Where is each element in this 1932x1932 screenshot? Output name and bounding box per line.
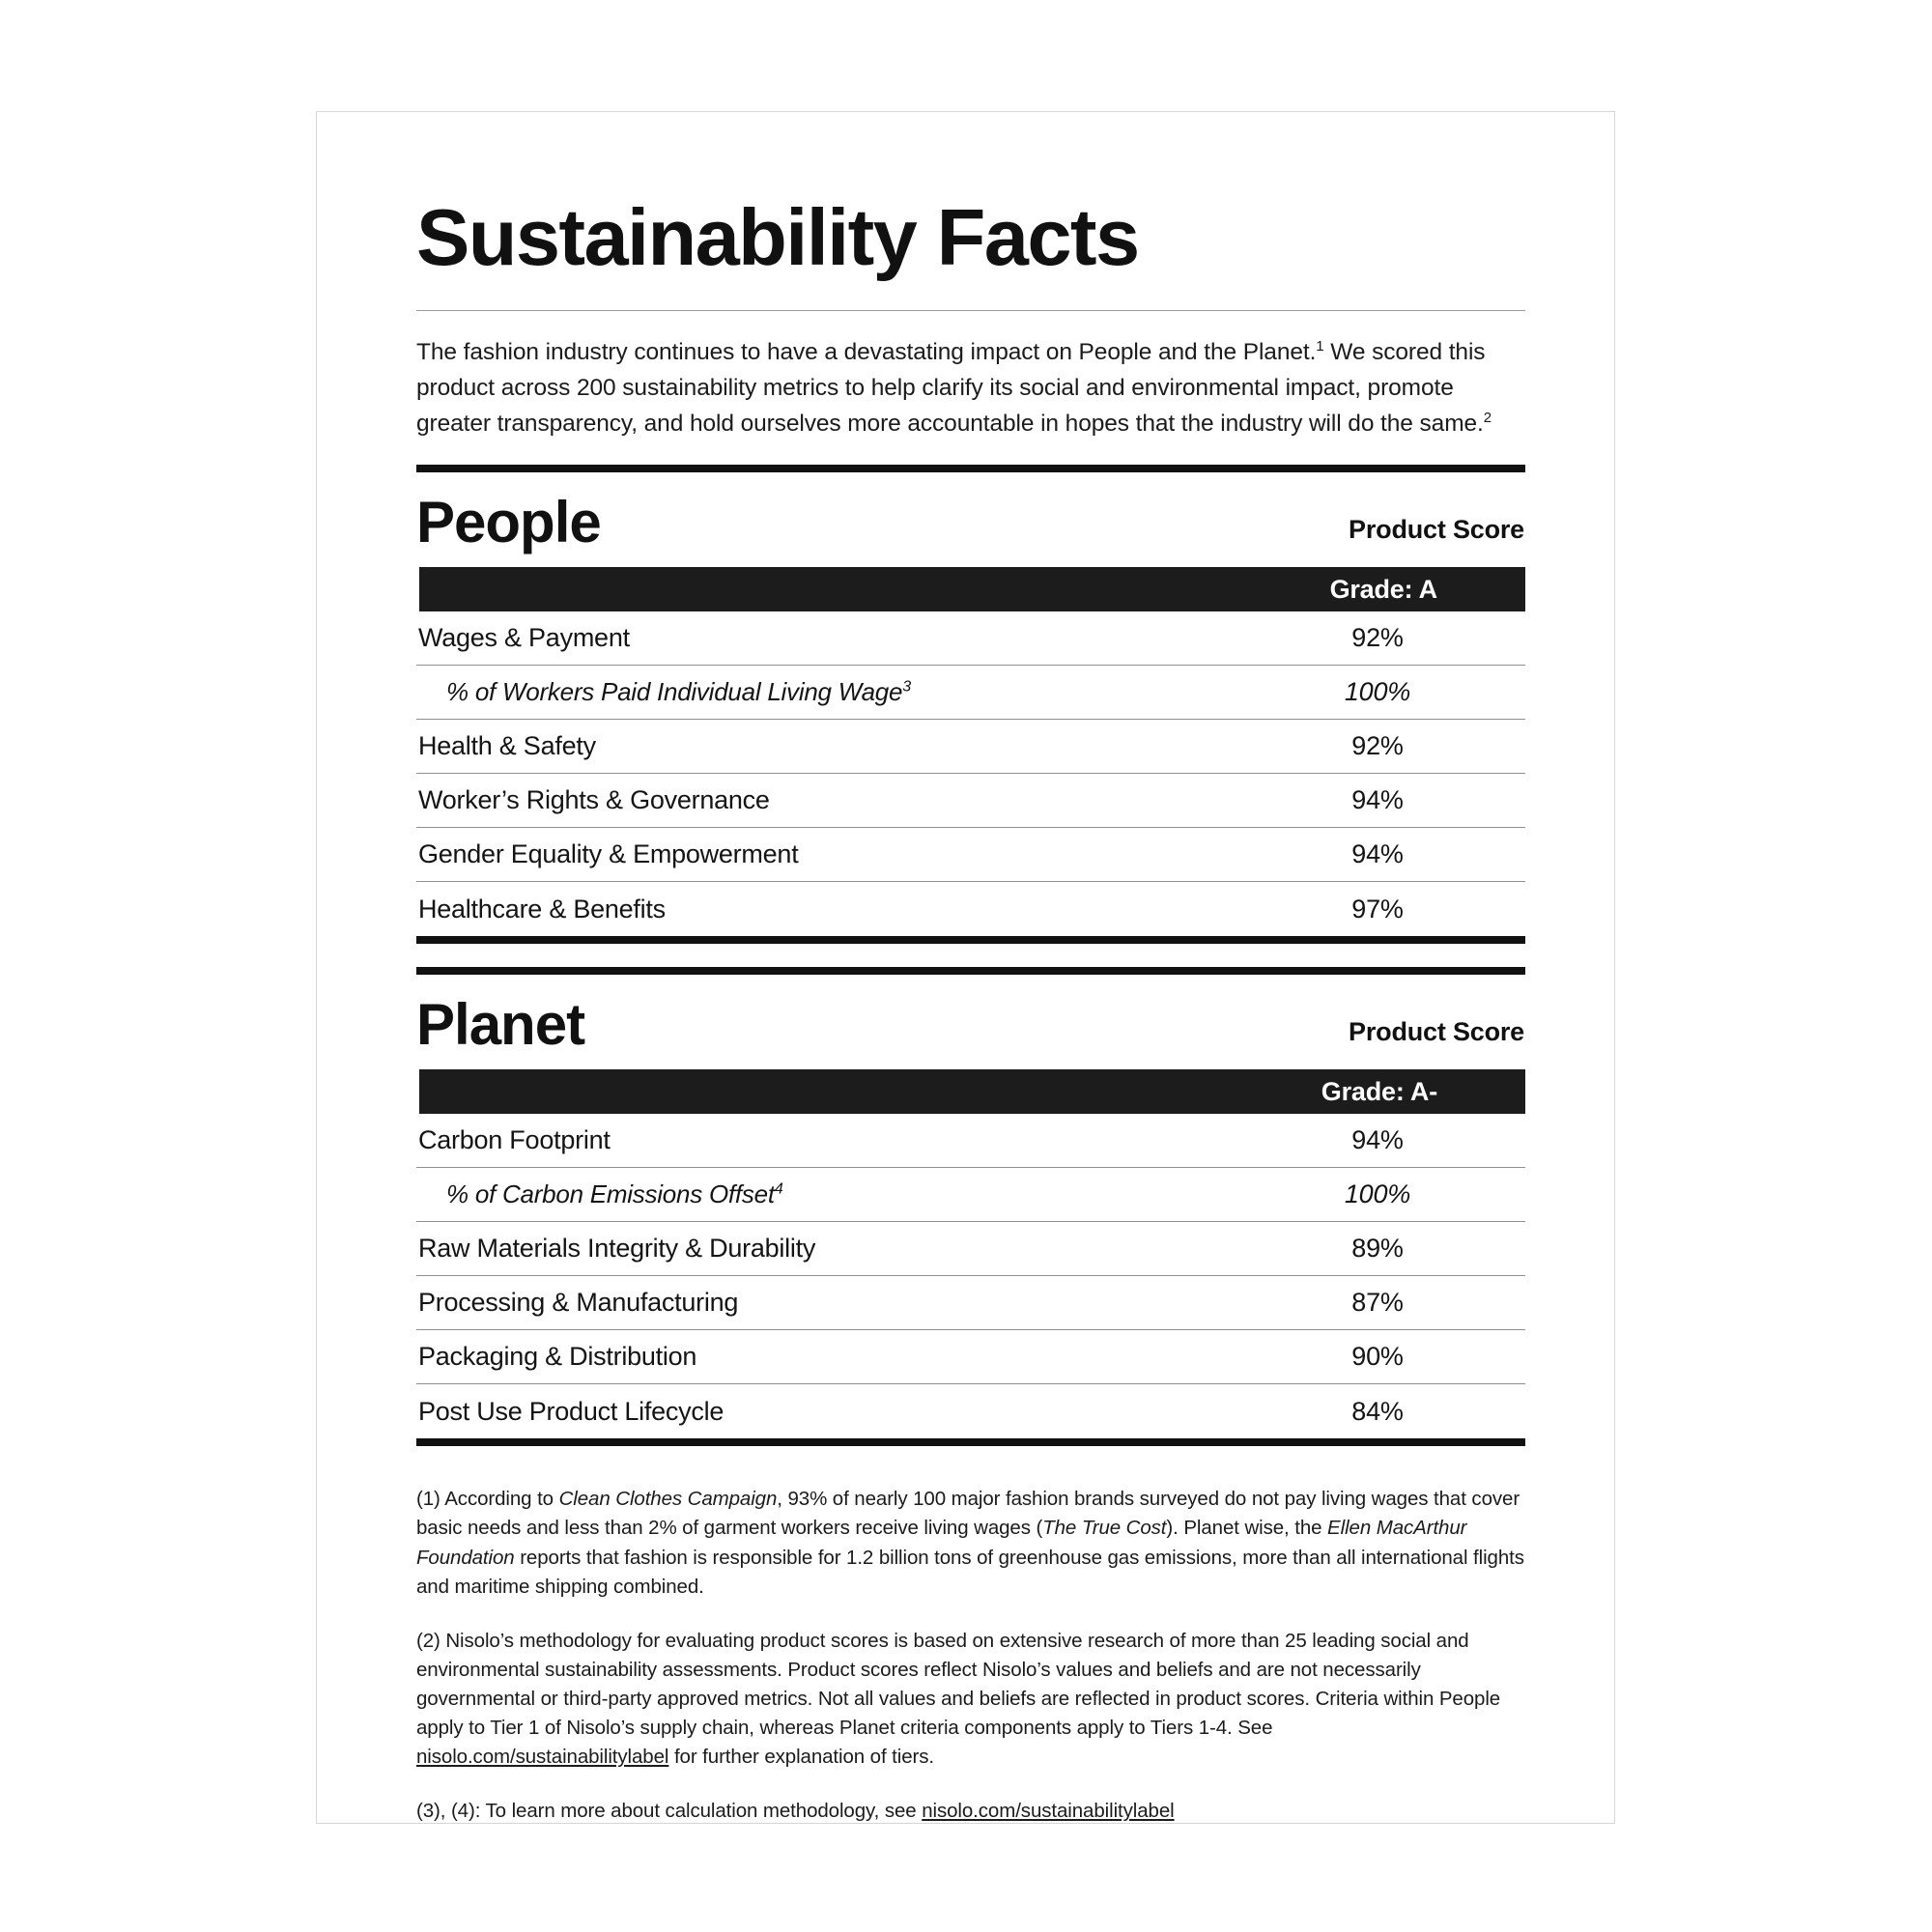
metric-label: Gender Equality & Empowerment bbox=[418, 839, 799, 869]
metric-label: Healthcare & Benefits bbox=[418, 894, 666, 923]
footnote-text: reports that fashion is responsible for … bbox=[416, 1546, 1524, 1598]
metric-label: Wages & Payment bbox=[418, 623, 630, 653]
sustainability-label-link[interactable]: nisolo.com/sustainabilitylabel bbox=[922, 1800, 1175, 1823]
metric-row: Raw Materials Integrity & Durability 89% bbox=[416, 1222, 1525, 1277]
intro-text-1: The fashion industry continues to have a… bbox=[416, 338, 1317, 365]
metric-footnote-marker: 4 bbox=[774, 1180, 783, 1198]
title-divider bbox=[416, 309, 1525, 311]
section-title: People bbox=[416, 490, 602, 555]
metrics-table: Wages & Payment 92% % of Workers Paid Indi… bbox=[416, 611, 1525, 936]
metric-value: 100% bbox=[1344, 677, 1411, 707]
intro-text-2: We scored this product across 200 sustai… bbox=[416, 338, 1486, 438]
metric-subrow: % of Carbon Emissions Offset4 100% bbox=[416, 1168, 1525, 1223]
metric-label: Packaging & Distribution bbox=[418, 1342, 697, 1372]
metric-value: 94% bbox=[1351, 839, 1404, 869]
metric-value: 90% bbox=[1351, 1342, 1404, 1372]
section-people: People Product Score Grade: A Wages & Payme… bbox=[416, 465, 1525, 945]
metric-value: 84% bbox=[1351, 1396, 1404, 1426]
section-top-rule bbox=[416, 465, 1525, 473]
footnote-1: (1) According to Clean Clothes Campaign,… bbox=[416, 1485, 1525, 1602]
footnote-text: ). Planet wise, the bbox=[1166, 1517, 1328, 1540]
intro-footnote-marker-2: 2 bbox=[1483, 409, 1492, 426]
footnote-emphasis: Clean Clothes Campaign bbox=[558, 1488, 778, 1511]
metric-value: 97% bbox=[1351, 894, 1404, 923]
metric-value: 94% bbox=[1351, 785, 1404, 815]
metric-row: Healthcare & Benefits 97% bbox=[416, 882, 1525, 936]
metric-row: Processing & Manufacturing 87% bbox=[416, 1276, 1525, 1331]
footnote-2: (2) Nisolo’s methodology for evaluating … bbox=[416, 1627, 1525, 1773]
metric-label: Health & Safety bbox=[418, 731, 596, 761]
metric-label: Post Use Product Lifecycle bbox=[418, 1396, 724, 1426]
footnote-text: (3), (4): To learn more about calculatio… bbox=[416, 1800, 923, 1823]
metric-label: Raw Materials Integrity & Durability bbox=[418, 1234, 816, 1264]
metric-row: Wages & Payment 92% bbox=[416, 611, 1525, 667]
metric-row: Gender Equality & Empowerment 94% bbox=[416, 828, 1525, 883]
document-sheet: Sustainability Facts The fashion industr… bbox=[316, 111, 1615, 1824]
metric-row: Packaging & Distribution 90% bbox=[416, 1330, 1525, 1385]
metric-footnote-marker: 3 bbox=[902, 678, 911, 696]
footnote-emphasis: The True Cost bbox=[1042, 1517, 1167, 1540]
metric-label: Worker’s Rights & Governance bbox=[418, 785, 770, 815]
section-title: Planet bbox=[416, 992, 585, 1058]
metric-label: Carbon Footprint bbox=[418, 1125, 611, 1155]
sections-container: People Product Score Grade: A Wages & Payme… bbox=[416, 465, 1525, 1447]
metric-value: 89% bbox=[1351, 1234, 1404, 1264]
grade-badge: Grade: A bbox=[1329, 574, 1438, 604]
intro-paragraph: The fashion industry continues to have a… bbox=[416, 334, 1525, 442]
section-planet: Planet Product Score Grade: A- Carbon Footp… bbox=[416, 967, 1525, 1447]
section-bottom-rule bbox=[416, 1438, 1525, 1447]
metric-subrow: % of Workers Paid Individual Living Wage… bbox=[416, 666, 1525, 721]
metric-value: 92% bbox=[1351, 731, 1404, 761]
metric-value: 100% bbox=[1344, 1179, 1411, 1209]
product-score-label: Product Score bbox=[1349, 1017, 1524, 1047]
product-score-label: Product Score bbox=[1349, 515, 1524, 545]
metric-value: 92% bbox=[1351, 623, 1404, 653]
grade-badge: Grade: A- bbox=[1321, 1076, 1437, 1106]
section-bottom-rule bbox=[416, 936, 1525, 945]
footnote-text: , 93% of nearly 100 major fashion brands… bbox=[416, 1488, 1520, 1540]
footnote-3-4: (3), (4): To learn more about calculatio… bbox=[416, 1797, 1525, 1826]
intro-footnote-marker-1: 1 bbox=[1316, 337, 1324, 355]
section-header: People Product Score bbox=[416, 472, 1525, 567]
section-header: Planet Product Score bbox=[416, 975, 1525, 1069]
document-content: Sustainability Facts The fashion industr… bbox=[416, 192, 1525, 1827]
metric-value: 94% bbox=[1351, 1125, 1404, 1155]
footnote-text: (1) According to bbox=[416, 1488, 559, 1511]
grade-bar: Grade: A- bbox=[419, 1069, 1525, 1115]
footnotes-container: (1) According to Clean Clothes Campaign,… bbox=[416, 1485, 1525, 1826]
footnote-text: (2) Nisolo’s methodology for evaluating … bbox=[416, 1629, 1501, 1740]
sustainability-label-link[interactable]: nisolo.com/sustainabilitylabel bbox=[416, 1746, 669, 1769]
metric-value: 87% bbox=[1351, 1288, 1404, 1318]
metric-label: % of Carbon Emissions Offset4 bbox=[446, 1179, 783, 1209]
footnote-text: for further explanation of tiers. bbox=[668, 1746, 934, 1769]
metric-label: Processing & Manufacturing bbox=[418, 1288, 739, 1318]
grade-bar: Grade: A bbox=[419, 567, 1525, 612]
page-title: Sustainability Facts bbox=[416, 192, 1140, 282]
metric-row: Health & Safety 92% bbox=[416, 720, 1525, 775]
metrics-table: Carbon Footprint 94% % of Carbon Emissions… bbox=[416, 1114, 1525, 1438]
footnote-emphasis: Ellen MacArthur Foundation bbox=[416, 1517, 1467, 1569]
metric-row: Post Use Product Lifecycle 84% bbox=[416, 1384, 1525, 1438]
metric-row: Worker’s Rights & Governance 94% bbox=[416, 774, 1525, 829]
section-top-rule bbox=[416, 967, 1525, 976]
metric-label: % of Workers Paid Individual Living Wage… bbox=[446, 677, 911, 707]
metric-row: Carbon Footprint 94% bbox=[416, 1114, 1525, 1169]
